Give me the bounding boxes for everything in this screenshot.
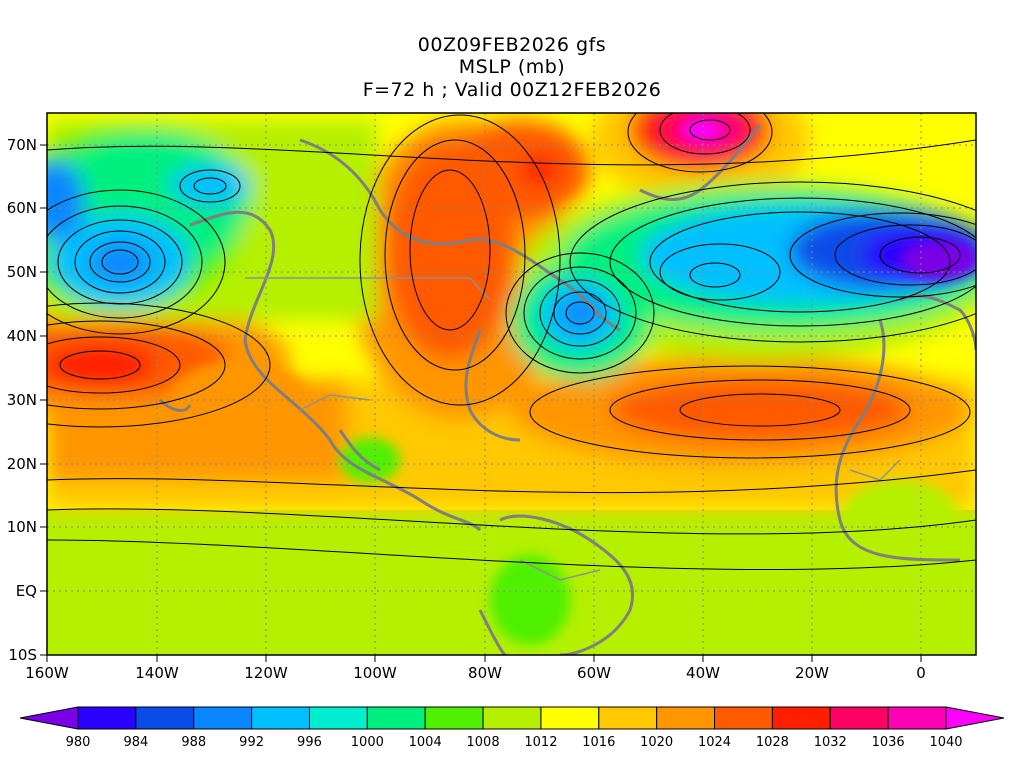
colorbar-box: [308, 706, 368, 730]
lat-label: EQ: [16, 582, 37, 600]
colorbar-label: 992: [239, 735, 264, 750]
latitude-axis: 70N 60N 50N 40N 30N 20N 10N EQ 10S: [7, 136, 47, 664]
chart-title-line1: 00Z09FEB2026 gfs: [417, 34, 607, 56]
colorbar-box: [135, 706, 195, 730]
lon-label: 120W: [244, 664, 288, 682]
colorbar-box: [366, 706, 426, 730]
colorbar-box: [193, 706, 253, 730]
colorbar-label: 988: [181, 735, 206, 750]
colorbar-box: [656, 706, 716, 730]
lat-label: 50N: [7, 263, 37, 281]
colorbar-high-arrow: [945, 706, 1005, 730]
colorbar-box: [77, 706, 137, 730]
colorbar-box: [714, 706, 773, 730]
colorbar-label: 1016: [582, 735, 615, 750]
lon-label: 40W: [686, 664, 720, 682]
colorbar-label: 1008: [467, 735, 500, 750]
colorbar-label: 1012: [524, 735, 557, 750]
chart-title-line2: MSLP (mb): [458, 56, 566, 78]
lon-label: 160W: [25, 664, 69, 682]
colorbar-box: [251, 706, 310, 730]
pressure-field: [47, 113, 976, 655]
colorbar-label: 1032: [814, 735, 847, 750]
colorbar-box: [598, 706, 658, 730]
colorbar-label: 1020: [640, 735, 673, 750]
colorbar-label: 980: [66, 735, 91, 750]
colorbar-box: [482, 706, 542, 730]
colorbar-label: 1024: [698, 735, 731, 750]
lon-label: 140W: [135, 664, 179, 682]
colorbar-box: [424, 706, 484, 730]
colorbar-label: 1040: [929, 735, 962, 750]
colorbar-low-arrow: [19, 706, 79, 730]
colorbar: 980 984 988 992 996 1000 1004 1008 1012 1016 1020 1…: [19, 706, 1005, 750]
lon-label: 0: [916, 664, 926, 682]
lat-label: 10N: [7, 518, 37, 536]
longitude-axis: 160W 140W 120W 100W 80W 60W 40W 20W 0: [25, 655, 926, 682]
chart-title-line3: F=72 h ; Valid 00Z12FEB2026: [362, 79, 662, 101]
lon-label: 80W: [468, 664, 502, 682]
colorbar-label: 1000: [351, 735, 384, 750]
lat-label: 60N: [7, 199, 37, 217]
colorbar-label: 996: [297, 735, 322, 750]
map-frame: [46, 112, 977, 656]
colorbar-box: [540, 706, 600, 730]
colorbar-box: [887, 706, 947, 730]
colorbar-label: 1004: [409, 735, 442, 750]
lon-label: 100W: [353, 664, 397, 682]
colorbar-box: [829, 706, 889, 730]
colorbar-label: 1036: [872, 735, 905, 750]
colorbar-box: [771, 706, 831, 730]
lon-label: 20W: [795, 664, 829, 682]
colorbar-label: 1028: [756, 735, 789, 750]
lat-label: 20N: [7, 455, 37, 473]
lat-label: 10S: [8, 646, 37, 664]
lon-label: 60W: [577, 664, 611, 682]
lat-label: 30N: [7, 391, 37, 409]
lat-label: 70N: [7, 136, 37, 154]
lat-label: 40N: [7, 327, 37, 345]
colorbar-label: 984: [123, 735, 148, 750]
